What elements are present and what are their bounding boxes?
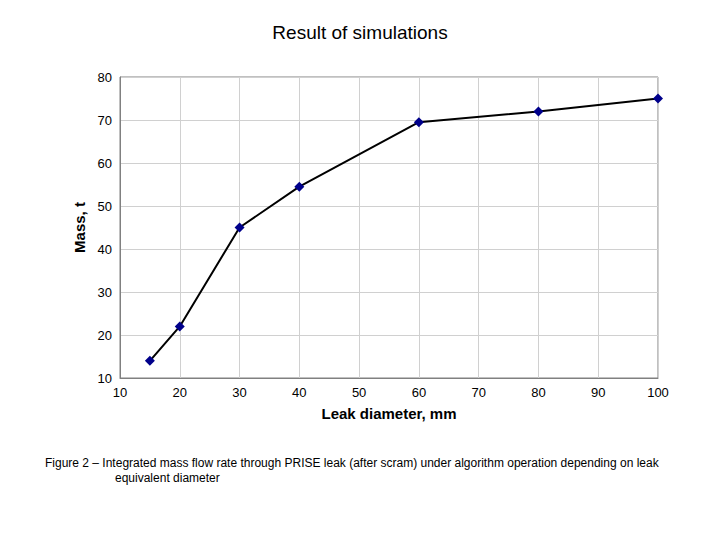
svg-text:30: 30 — [232, 385, 246, 400]
svg-text:80: 80 — [531, 385, 545, 400]
svg-text:100: 100 — [647, 385, 669, 400]
svg-text:30: 30 — [98, 285, 112, 300]
svg-text:70: 70 — [98, 113, 112, 128]
svg-text:20: 20 — [98, 328, 112, 343]
svg-text:10: 10 — [98, 371, 112, 386]
svg-text:90: 90 — [591, 385, 605, 400]
svg-text:20: 20 — [173, 385, 187, 400]
svg-text:40: 40 — [98, 242, 112, 257]
svg-text:Mass, t: Mass, t — [71, 202, 88, 253]
svg-text:50: 50 — [352, 385, 366, 400]
svg-text:70: 70 — [471, 385, 485, 400]
svg-text:80: 80 — [98, 70, 112, 85]
svg-text:Leak diameter, mm: Leak diameter, mm — [321, 405, 456, 422]
html-text:Figure 2 – Integrated mass flo: Figure 2 – Integrated mass flow rate thr… — [45, 456, 659, 485]
svg-text:60: 60 — [412, 385, 426, 400]
svg-text:40: 40 — [292, 385, 306, 400]
svg-text:10: 10 — [113, 385, 127, 400]
svg-text:50: 50 — [98, 199, 112, 214]
svg-text:Result of simulations: Result of simulations — [272, 22, 447, 43]
svg-text:60: 60 — [98, 156, 112, 171]
